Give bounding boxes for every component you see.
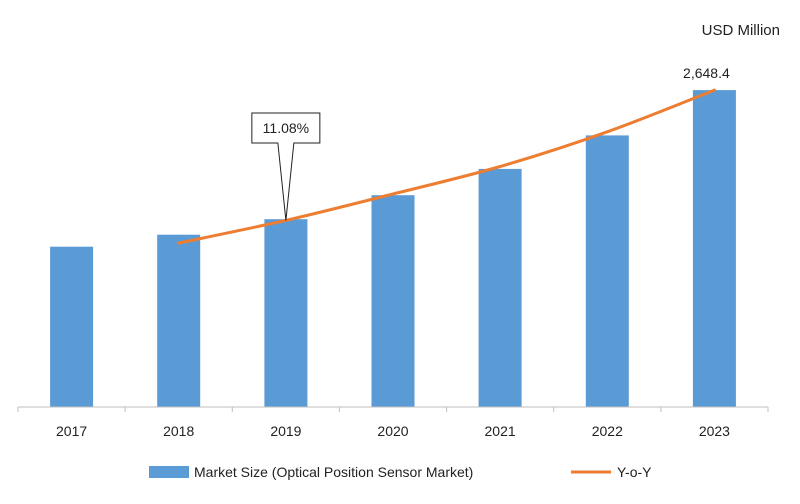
callout-box [251, 112, 321, 221]
legend: Market Size (Optical Position Sensor Mar… [149, 464, 652, 480]
bar-2017 [50, 246, 94, 407]
x-tick-labels: 2017 2018 2019 2020 2021 2022 2023 [56, 423, 730, 439]
bar-2023 [692, 90, 736, 407]
x-tick-label-2020: 2020 [377, 423, 408, 439]
bar-2022 [585, 135, 629, 407]
x-tick-label-2017: 2017 [56, 423, 87, 439]
data-label-2023: 2,648.4 [683, 65, 730, 81]
yoy-line [177, 88, 716, 245]
unit-label: USD Million [702, 22, 780, 39]
callout-text: 11.08% [263, 120, 309, 136]
x-tick-label-2021: 2021 [485, 423, 516, 439]
bar-2020 [371, 195, 415, 407]
callout: 11.08% [251, 112, 321, 221]
x-axis-ticks [17, 407, 769, 412]
x-tick-label-2019: 2019 [270, 423, 301, 439]
bar-2021 [478, 168, 522, 407]
x-tick-label-2018: 2018 [163, 423, 194, 439]
bar-2018 [157, 234, 201, 407]
legend-label-market-size: Market Size (Optical Position Sensor Mar… [194, 464, 473, 480]
legend-label-yoy: Y-o-Y [617, 464, 652, 480]
bars-group [50, 90, 736, 407]
x-tick-label-2022: 2022 [592, 423, 623, 439]
data-labels: 2,648.4 [683, 65, 730, 81]
x-tick-label-2023: 2023 [699, 423, 730, 439]
bar-2019 [264, 219, 308, 407]
legend-swatch-market-size [149, 466, 189, 478]
